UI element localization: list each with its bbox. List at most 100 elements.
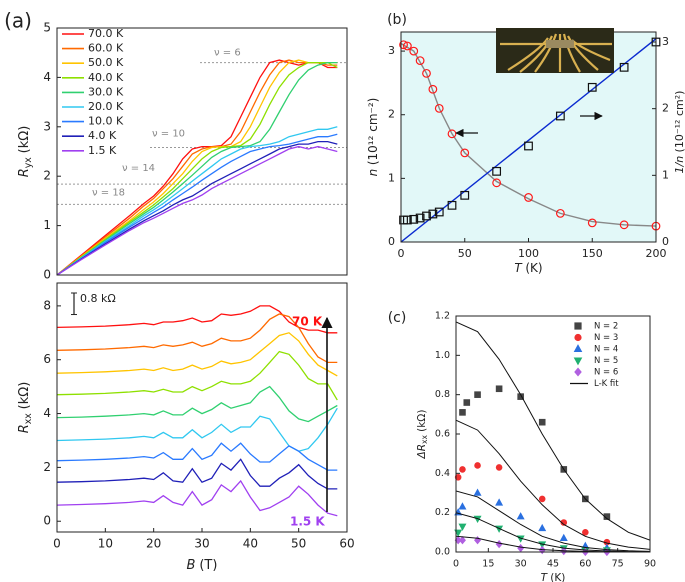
legend-label: 60.0 K [88, 42, 124, 55]
axis-label: Rxx (kΩ) [17, 382, 34, 434]
x-tick-label: 60 [579, 559, 591, 570]
x-tick-label: 50 [291, 537, 306, 551]
marker [409, 214, 419, 224]
plot-area [456, 316, 650, 552]
data-line [57, 385, 338, 423]
axis-label-symbol: 1/n [673, 156, 685, 174]
axis-label: T (K) [541, 572, 566, 582]
marker [538, 523, 547, 532]
marker [573, 357, 583, 366]
y-tick-label: 0.6 [435, 429, 450, 440]
marker [458, 523, 467, 531]
axis-label-unit: (K) [550, 572, 565, 582]
legend-label: 50.0 K [88, 56, 124, 69]
axis-label-subscript: yx [22, 157, 33, 169]
data-line [57, 442, 338, 471]
plot-area [57, 283, 347, 532]
scale-bar-label: 0.8 kΩ [80, 292, 116, 305]
overlay [321, 28, 614, 512]
x-tick-label: 10 [98, 537, 113, 551]
x-tick-label: 60 [339, 537, 354, 551]
marker [434, 207, 444, 217]
marker [574, 367, 582, 377]
y2-tick-label: 3 [662, 35, 669, 48]
panel: (c) 0.0 0.2 0.4 0.6 0.8 1.0 1.2 0 15 30 45 60 75 90 N =… [388, 310, 656, 570]
axis-label-unit: (10⁻¹² cm²) [673, 91, 685, 153]
data-line [57, 145, 338, 275]
marker [428, 84, 438, 94]
axis-label-unit: (10¹² cm⁻²) [366, 98, 380, 166]
marker [463, 399, 471, 406]
x-tick-label: 40 [243, 537, 258, 551]
marker [434, 103, 444, 113]
plot-frame [56, 27, 348, 276]
legend-label: 4.0 K [88, 129, 117, 142]
marker [573, 344, 583, 352]
marker [409, 46, 419, 56]
marker [587, 218, 597, 228]
marker [422, 68, 431, 78]
legend-label: L-K fit [594, 379, 619, 389]
marker [524, 141, 533, 151]
reference-label: ν = 18 [92, 187, 125, 198]
marker [538, 418, 546, 426]
fit-curve [456, 321, 650, 541]
legend-label: N = 2 [594, 322, 618, 332]
panel: (a) 0 1 2 3 4 5 ν = 6 ν = 10 ν = 14 ν = 18 70.0 K 60… [4, 9, 348, 282]
reference-label: ν = 10 [152, 129, 185, 140]
x-tick-label: 200 [646, 247, 667, 260]
annotation: 1.5 K [290, 515, 325, 529]
axis-label-unit: (K) [525, 261, 542, 275]
x-tick-label: 15 [482, 559, 494, 570]
y-tick-label: 0.2 [435, 507, 450, 518]
y-tick-label: 0.8 [435, 389, 450, 400]
y-tick-label: 0 [388, 235, 395, 248]
y-tick-label: 0 [43, 268, 51, 282]
axis-label-unit: (kΩ) [17, 382, 32, 410]
marker [399, 40, 408, 50]
axis-label-symbol: T [514, 261, 523, 275]
marker [447, 200, 457, 210]
data-line [57, 126, 338, 275]
marker [495, 464, 503, 471]
y-tick-label: 6 [43, 352, 51, 366]
marker [538, 495, 546, 503]
y-tick-label: 0 [43, 514, 51, 528]
axis-label-symbol: R [17, 424, 32, 433]
marker [582, 529, 589, 536]
y-tick-label: 1.0 [435, 350, 450, 361]
marker [524, 193, 533, 202]
legend-label: 70.0 K [88, 27, 124, 40]
x-tick-label: 90 [644, 559, 656, 570]
marker [473, 488, 482, 496]
marker [459, 466, 466, 473]
marker [459, 409, 466, 416]
x-tick-label: 30 [515, 559, 527, 570]
y-tick-label: 8 [43, 298, 51, 312]
y-tick-label: 3 [43, 119, 51, 133]
plot-frame [56, 282, 348, 533]
axis-label: ΔRxx (kΩ) [416, 410, 429, 460]
axis-label-unit: (kΩ) [416, 410, 428, 432]
axis-label-symbol: B [187, 558, 196, 573]
marker [474, 462, 481, 469]
marker [458, 502, 467, 510]
data-line [57, 61, 338, 275]
axis-label-symbol: R [17, 168, 32, 177]
y-tick-label: 3 [388, 44, 395, 57]
marker [458, 536, 466, 545]
legend-label: 10.0 K [88, 115, 124, 128]
x-tick-label: 0 [398, 247, 405, 260]
marker [460, 190, 470, 200]
marker [402, 215, 412, 225]
x-tick-label: 50 [458, 247, 472, 260]
marker [587, 82, 597, 92]
marker [495, 385, 503, 393]
marker [415, 56, 425, 66]
marker [402, 41, 412, 51]
panel-label: (c) [388, 310, 407, 326]
legend-label: N = 3 [594, 333, 618, 343]
device-photo [496, 28, 614, 73]
panel-label: (a) [4, 9, 32, 33]
